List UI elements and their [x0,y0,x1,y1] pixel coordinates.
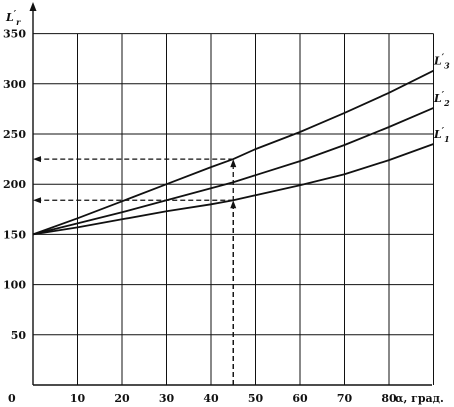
y-axis-label: L′r [5,10,21,27]
x-tick-label: 60 [292,392,308,405]
x-axis-label: α, град. [395,392,444,405]
x-tick-label: 30 [159,392,175,405]
guide-arrow-left-1 [33,197,41,204]
y-tick-labels: 50 100 150 200 250 300 350 [3,28,26,342]
y-axis-label-sub: r [16,17,21,27]
x-tick-label: 80 [381,392,397,405]
x-tick-label: 0 [8,392,16,405]
series-label-2: L′2 [433,91,450,108]
y-tick-label: 350 [3,28,26,41]
y-tick-label: 250 [3,128,26,141]
x-tick-label: 50 [248,392,264,405]
y-axis-arrow [29,2,37,11]
y-tick-label: 300 [3,78,26,91]
series-lines [32,69,434,236]
axes [29,2,432,386]
guide-arrow-left-2 [33,156,41,163]
y-tick-label: 200 [3,178,26,191]
x-tick-labels: 0 10 20 30 40 50 60 70 80 [8,392,397,405]
series-line-3 [32,69,434,236]
x-tick-label: 10 [70,392,86,405]
dashed-guides [33,156,237,385]
y-axis-label-main: L [5,11,14,24]
y-tick-label: 100 [3,279,26,292]
x-tick-label: 70 [337,392,353,405]
series-label-3: L′3 [433,54,450,71]
y-axis-label-prime: ′ [14,10,17,20]
guide-arrow-up-2 [230,159,237,168]
y-tick-label: 150 [3,228,26,241]
x-tick-label: 20 [114,392,130,405]
series-label-1: L′1 [433,127,450,144]
y-tick-label: 50 [11,329,27,342]
x-tick-label: 40 [203,392,219,405]
series-labels: L′1 L′2 L′3 [433,54,450,144]
